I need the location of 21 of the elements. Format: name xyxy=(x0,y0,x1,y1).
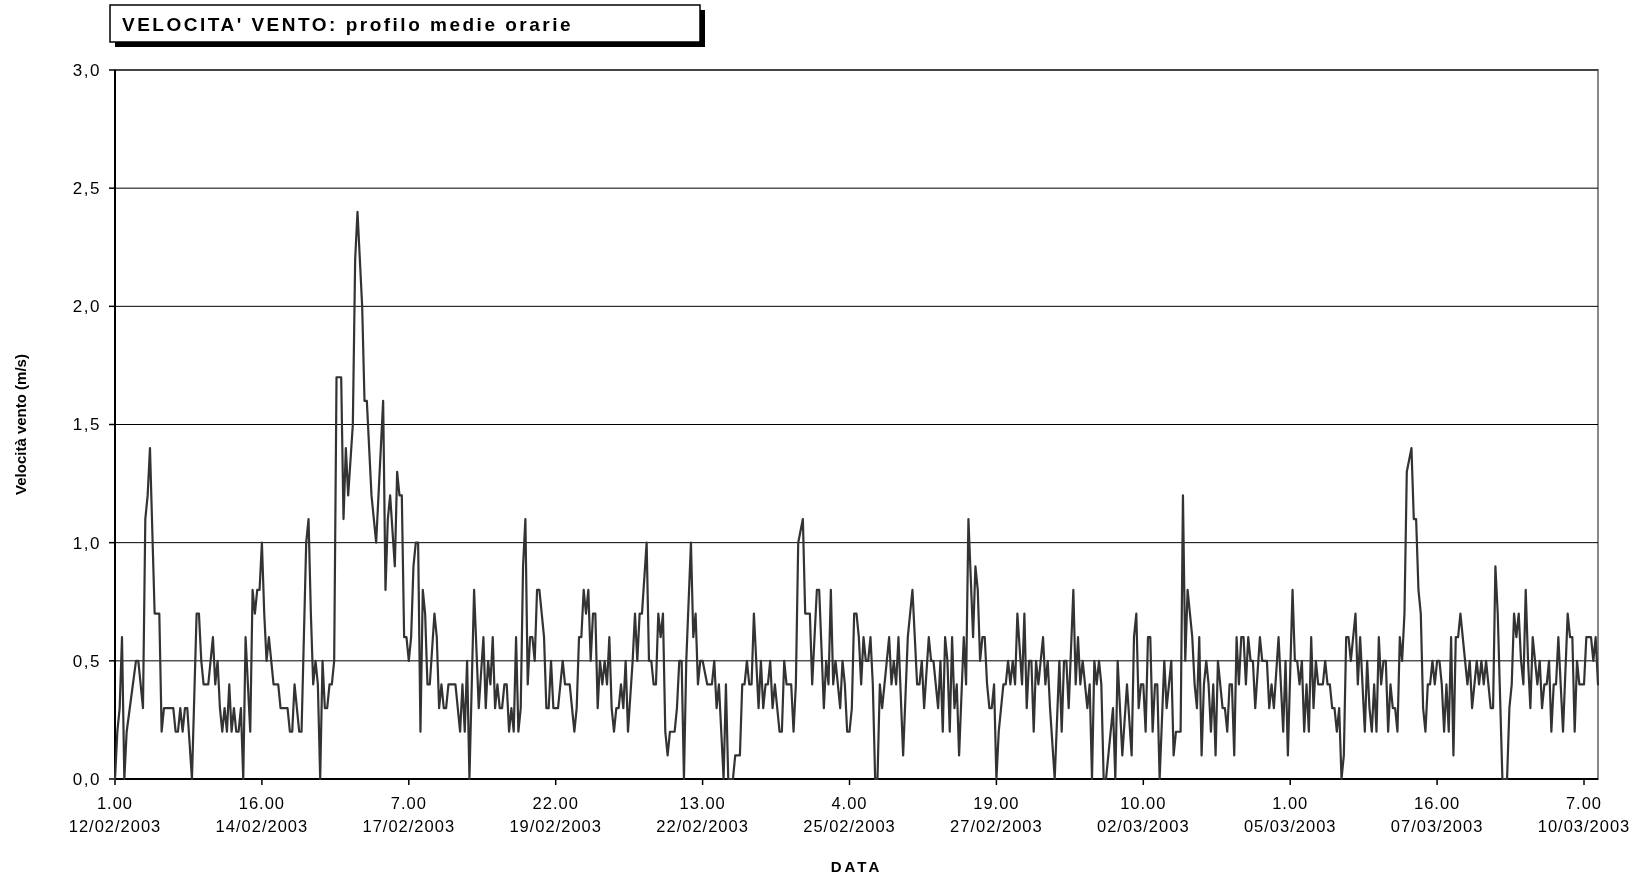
x-tick-label: 1.00 05/03/2003 xyxy=(1243,794,1337,835)
y-tick-label: 0,5 xyxy=(72,651,101,671)
y-axis-title: Velocità vento (m/s) xyxy=(12,354,29,495)
y-tick-label: 1,0 xyxy=(72,533,101,553)
y-tick-label: 2,0 xyxy=(72,297,101,317)
x-tick-label: 7.00 17/02/2003 xyxy=(362,794,456,835)
y-tick-label: 3,0 xyxy=(72,60,101,80)
x-axis-title: DATA xyxy=(830,858,883,875)
x-tick-label: 7.00 10/03/2003 xyxy=(1537,794,1631,835)
x-tick-label: 16.00 14/02/2003 xyxy=(215,794,309,835)
x-tick-label: 1.00 12/02/2003 xyxy=(68,794,162,835)
x-tick-label: 10.00 02/03/2003 xyxy=(1097,794,1190,835)
x-tick-label: 4.00 25/02/2003 xyxy=(803,794,896,835)
y-tick-label: 0,0 xyxy=(72,769,101,789)
y-tick-label: 1,5 xyxy=(72,415,101,435)
y-tick-label: 2,5 xyxy=(72,179,101,199)
x-tick-label: 19.00 27/02/2003 xyxy=(950,794,1043,835)
x-tick-label: 22.00 19/02/2003 xyxy=(509,794,602,835)
x-tick-label: 16.00 07/03/2003 xyxy=(1390,794,1484,835)
x-tick-label: 13.00 22/02/2003 xyxy=(656,794,749,835)
chart-title: VELOCITA' VENTO: profilo medie orarie xyxy=(122,14,574,35)
